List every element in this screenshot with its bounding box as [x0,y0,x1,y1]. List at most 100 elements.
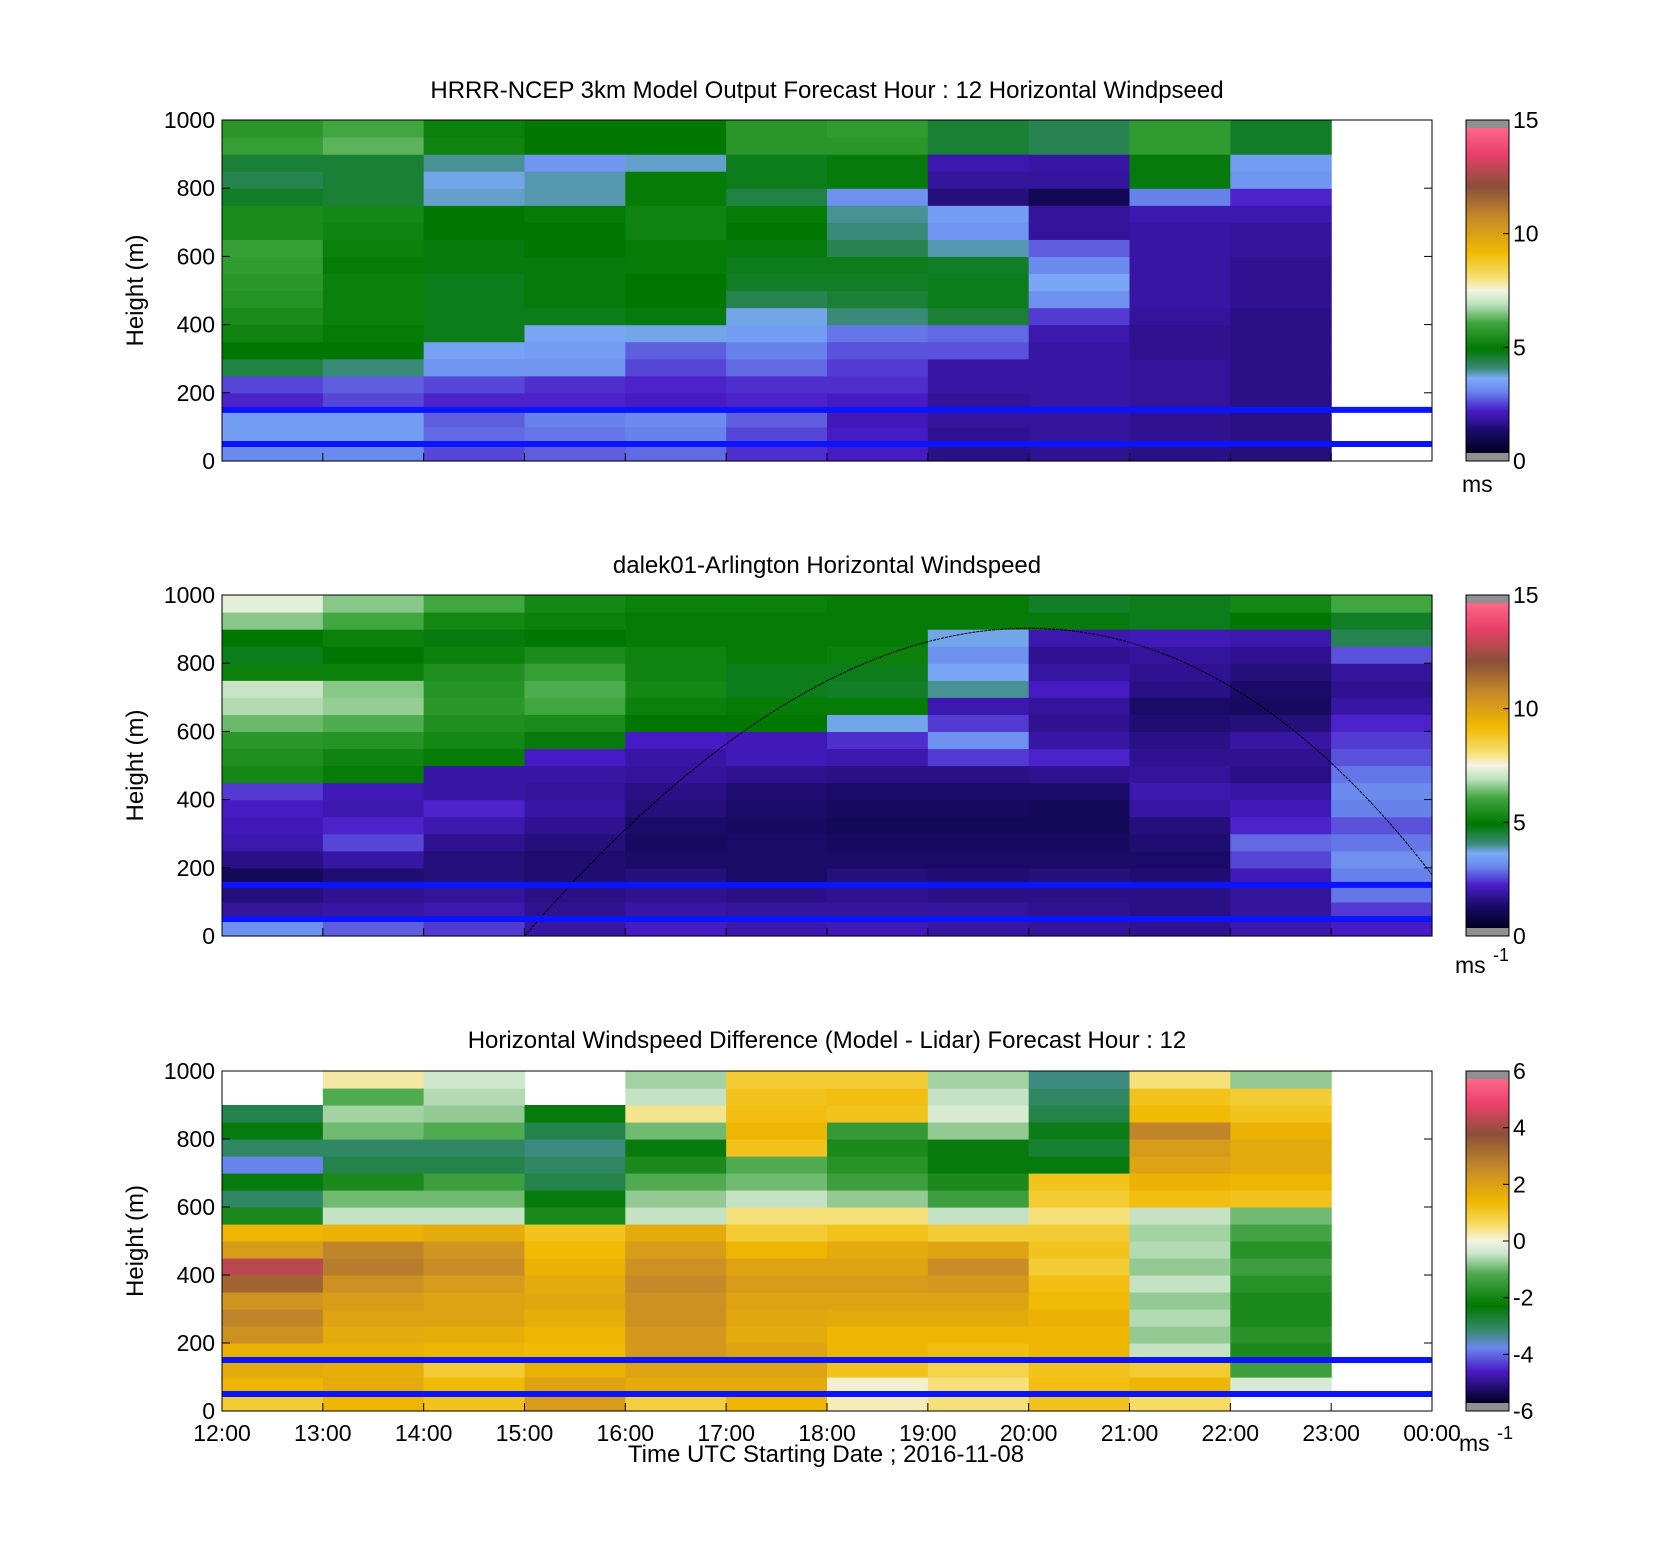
heatmap-cell [1129,1156,1231,1174]
heatmap-cell [322,1224,425,1242]
heatmap-cell [1028,680,1131,698]
heatmap-cell [222,137,324,155]
heatmap-cell [1028,850,1131,869]
heatmap-cell [1129,782,1231,801]
heatmap-cell [423,154,526,172]
heatmap-cell [423,256,526,275]
heatmap-cell [222,1326,324,1344]
heatmap-cell [726,154,828,172]
heatmap-cell [625,1360,727,1378]
heatmap-cell [222,1207,324,1225]
heatmap-cell [625,782,727,801]
heatmap-cell [726,307,828,326]
heatmap-cell [222,256,324,275]
heatmap-cell [827,341,929,360]
heatmap-cell [1028,663,1131,681]
heatmap-cell [927,867,1030,886]
heatmap-cell [222,375,324,394]
heatmap-cell [726,1224,828,1242]
x-tick-label: 20:00 [1000,1420,1058,1446]
colorbar-tick-label: 5 [1513,809,1526,835]
heatmap-cell [625,239,727,257]
heatmap-cell [322,1377,425,1395]
heatmap-cell [322,443,425,462]
heatmap-cell [322,375,425,394]
panel-1: HRRR-NCEP 3km Model Output Forecast Hour… [122,77,1539,497]
heatmap-cell [927,782,1030,801]
heatmap-cell [927,375,1030,394]
heatmap-cell [726,714,828,732]
heatmap-cell [423,239,526,257]
heatmap-cell [1230,1326,1332,1344]
heatmap-cell [222,1173,324,1191]
heatmap-cell [827,1326,929,1344]
heatmap-cell [1230,1258,1332,1276]
heatmap-cell [625,307,727,326]
heatmap-cell [524,1173,626,1191]
heatmap-cell [1028,1275,1131,1293]
heatmap-cell [524,731,626,750]
heatmap-cell [726,1173,828,1191]
heatmap-cell [827,137,929,155]
heatmap-cell [222,1343,324,1361]
heatmap-cell [1129,697,1231,715]
heatmap-cell [1331,850,1433,869]
heatmap-cell [1129,1343,1231,1361]
heatmap-cell [927,1071,1030,1089]
heatmap-cell [827,273,929,292]
heatmap-cell [827,358,929,377]
heatmap-cell [726,222,828,240]
heatmap-cell [322,1309,425,1327]
heatmap-cell [423,850,526,869]
heatmap-cell [625,137,727,155]
heatmap-cell [1230,1122,1332,1140]
heatmap-cell [827,646,929,664]
heatmap-cell [1230,426,1332,445]
heatmap-cell [222,1360,324,1378]
heatmap-cell [423,443,526,462]
heatmap-cell [827,154,929,172]
heatmap-cell [423,222,526,240]
heatmap-cell [322,663,425,681]
y-tick-label: 0 [202,1398,215,1424]
heatmap-cell [1129,1088,1231,1106]
heatmap-cell [1129,375,1231,394]
heatmap-cell [927,1173,1030,1191]
heatmap-cell [726,850,828,869]
heatmap-cell [423,748,526,767]
heatmap-cell [222,222,324,240]
heatmap-cell [1028,1292,1131,1310]
heatmap-cell [322,409,425,428]
heatmap-cell [524,290,626,309]
heatmap-cell [726,1122,828,1140]
heatmap-cell [524,867,626,886]
heatmap-cell [827,409,929,428]
heatmap-cell [1230,1377,1332,1395]
heatmap-cell [827,884,929,903]
heatmap-cell [322,782,425,801]
heatmap-cell [1028,1326,1131,1344]
heatmap-cell [222,307,324,326]
heatmap-cell [726,612,828,630]
heatmap-cell [927,850,1030,869]
heatmap-cell [1028,1343,1131,1361]
heatmap-cell [222,1258,324,1276]
heatmap-cell [524,358,626,377]
heatmap-cell [1230,409,1332,428]
heatmap-cell [827,1309,929,1327]
heatmap-cell [222,120,324,138]
heatmap-cell [726,1326,828,1344]
heatmap-cell [726,663,828,681]
heatmap-cell [222,629,324,647]
heatmap-cell [222,748,324,767]
heatmap-cell [524,222,626,240]
heatmap-cell [322,765,425,784]
heatmap-cell [423,137,526,155]
heatmap-cell [827,1122,929,1140]
heatmap-cell [322,646,425,664]
heatmap-cell [827,612,929,630]
heatmap-cell [827,1258,929,1276]
heatmap-cell [827,1105,929,1123]
heatmap-cell [423,697,526,715]
heatmap-cell [1230,1088,1332,1106]
